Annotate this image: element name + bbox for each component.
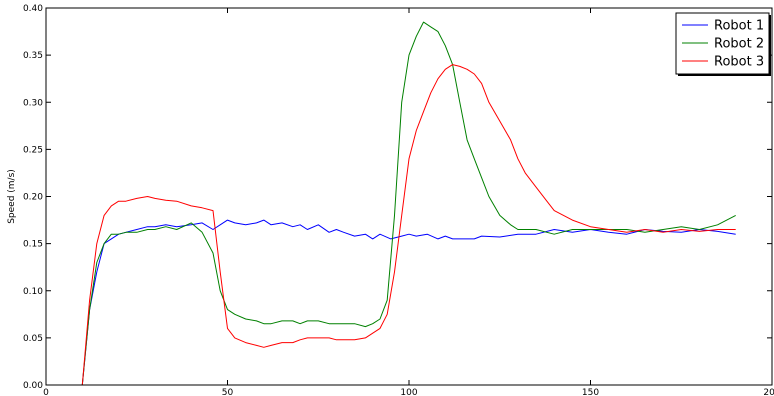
x-tick-label: 200 xyxy=(763,388,774,396)
y-tick-label: 0.30 xyxy=(23,98,43,108)
series-layer xyxy=(46,21,736,386)
y-tick-label: 0.05 xyxy=(23,334,43,344)
y-tick-label: 0.25 xyxy=(23,145,43,155)
legend-label-robot-2: Robot 2 xyxy=(714,37,764,52)
plot-frame xyxy=(45,7,773,386)
x-tick-label: 0 xyxy=(43,388,49,396)
series-line-robot-1 xyxy=(46,219,736,386)
y-tick-label: 0.00 xyxy=(23,381,43,391)
legend-label-robot-3: Robot 3 xyxy=(714,55,764,70)
x-tick-label: 50 xyxy=(222,388,234,396)
y-tick-label: 0.15 xyxy=(23,240,43,250)
x-tick-label: 100 xyxy=(400,388,417,396)
x-tick-label: 150 xyxy=(582,388,599,396)
y-axis-label: Speed (m/s) xyxy=(7,169,17,224)
y-tick-label: 0.35 xyxy=(23,51,43,61)
ticks-layer: 0 50 100 150 200 0.00 0.05 0.10 0.15 0.20 0.25 0.30… xyxy=(23,4,774,396)
series-line-robot-2 xyxy=(46,21,736,386)
legend: Robot 1 Robot 2 Robot 3 xyxy=(675,12,771,76)
y-tick-label: 0.40 xyxy=(23,4,43,14)
legend-label-robot-1: Robot 1 xyxy=(714,19,764,34)
y-tick-label: 0.10 xyxy=(23,287,43,297)
y-tick-label: 0.20 xyxy=(23,193,43,203)
series-line-robot-3 xyxy=(46,64,736,386)
